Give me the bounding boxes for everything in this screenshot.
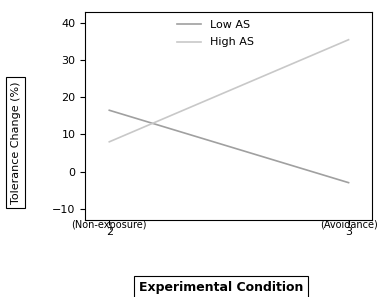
Text: Tolerance Change (%): Tolerance Change (%) bbox=[10, 81, 21, 204]
Y-axis label: Tolerance Change (%): Tolerance Change (%) bbox=[0, 296, 1, 297]
Text: (Non-exposure): (Non-exposure) bbox=[71, 220, 147, 230]
Legend: Low AS, High AS: Low AS, High AS bbox=[177, 20, 255, 47]
Text: (Avoidance): (Avoidance) bbox=[320, 220, 378, 230]
Text: Experimental Condition: Experimental Condition bbox=[139, 281, 303, 294]
